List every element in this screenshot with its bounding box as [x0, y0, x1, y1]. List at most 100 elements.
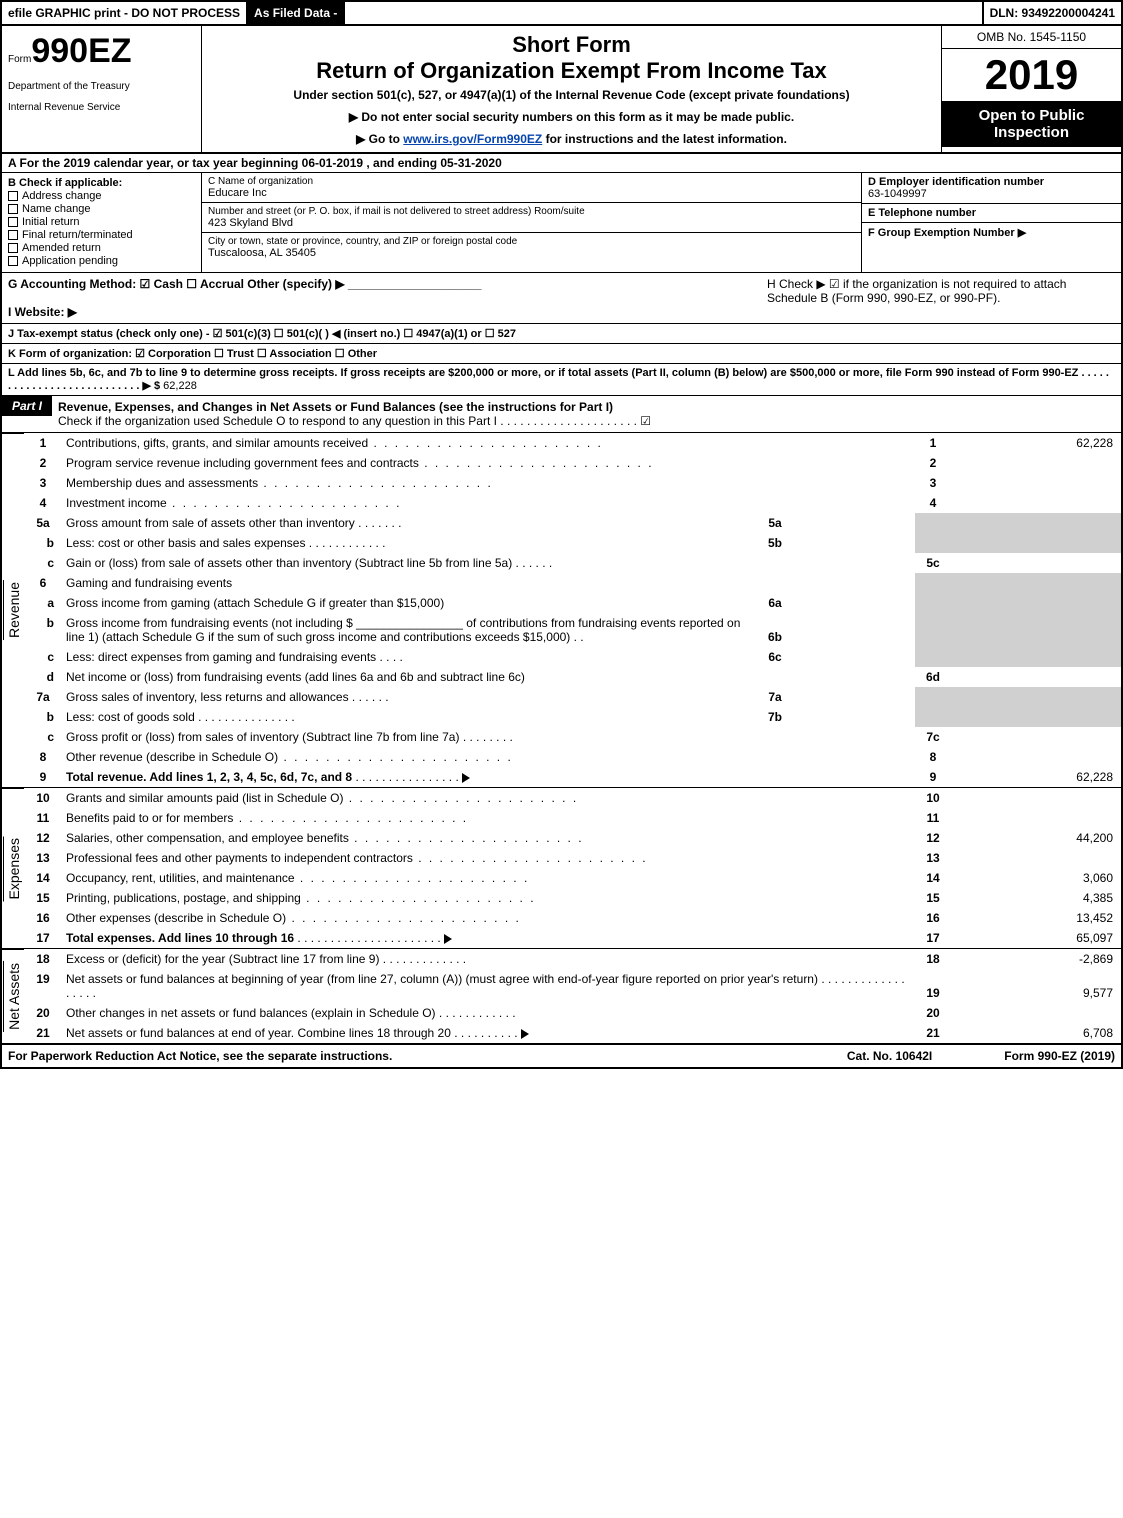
line-6-rshade [915, 573, 951, 593]
line-13-desc: Professional fees and other payments to … [66, 851, 413, 865]
part1-check: Check if the organization used Schedule … [58, 414, 651, 428]
line-13-val [951, 848, 1121, 868]
line-5a-rshade [915, 513, 951, 533]
check-initial[interactable]: Initial return [8, 216, 195, 228]
efile-notice: efile GRAPHIC print - DO NOT PROCESS [2, 2, 248, 24]
open-inspection: Open to Public Inspection [942, 101, 1121, 147]
line-11-val [951, 808, 1121, 828]
line-13-r: 13 [915, 848, 951, 868]
line-20-desc: Other changes in net assets or fund bala… [66, 1006, 436, 1020]
phone-cell: E Telephone number [862, 204, 1121, 223]
line-7b: b Less: cost of goods sold . . . . . . .… [24, 707, 1121, 727]
line-6d-desc: Net income or (loss) from fundraising ev… [66, 670, 525, 684]
line-6b-mb: 6b [755, 613, 795, 647]
line-17-num: 17 [24, 928, 62, 948]
section-c: C Name of organization Educare Inc Numbe… [202, 173, 861, 272]
irs-link[interactable]: www.irs.gov/Form990EZ [403, 132, 542, 146]
dln-number: DLN: 93492200004241 [982, 2, 1121, 24]
line-16-val: 13,452 [951, 908, 1121, 928]
ein-value: 63-1049997 [868, 188, 1115, 200]
line-5b-mbval [795, 533, 915, 553]
line-21: 21 Net assets or fund balances at end of… [24, 1023, 1121, 1043]
line-14-num: 14 [24, 868, 62, 888]
line-4: 4 Investment income 4 [24, 493, 1121, 513]
l-gross-receipts: L Add lines 5b, 6c, and 7b to line 9 to … [2, 364, 1121, 396]
line-7a-mbval [795, 687, 915, 707]
group-cell: F Group Exemption Number ▶ [862, 223, 1121, 242]
line-2-desc: Program service revenue including govern… [66, 456, 419, 470]
line-5b-mb: 5b [755, 533, 795, 553]
line-10-r: 10 [915, 788, 951, 808]
line-7a-num: 7a [24, 687, 62, 707]
page-footer: For Paperwork Reduction Act Notice, see … [2, 1043, 1121, 1067]
line-6b-rshade [915, 613, 951, 647]
line-7b-desc: Less: cost of goods sold [66, 710, 195, 724]
goto-pre: ▶ Go to [356, 132, 403, 146]
line-15-r: 15 [915, 888, 951, 908]
line-8-val [951, 747, 1121, 767]
line-6c: c Less: direct expenses from gaming and … [24, 647, 1121, 667]
line-5b-num: b [24, 533, 62, 553]
line-21-r: 21 [915, 1023, 951, 1043]
city-label: City or town, state or province, country… [208, 236, 855, 247]
k-form-org: K Form of organization: ☑ Corporation ☐ … [2, 344, 1121, 364]
line-9-desc: Total revenue. Add lines 1, 2, 3, 4, 5c,… [66, 770, 352, 784]
line-14-val: 3,060 [951, 868, 1121, 888]
check-amended[interactable]: Amended return [8, 242, 195, 254]
line-6b: b Gross income from fundraising events (… [24, 613, 1121, 647]
line-21-num: 21 [24, 1023, 62, 1043]
check-pending-label: Application pending [22, 255, 118, 267]
check-pending[interactable]: Application pending [8, 255, 195, 267]
check-final[interactable]: Final return/terminated [8, 229, 195, 241]
line-12: 12 Salaries, other compensation, and emp… [24, 828, 1121, 848]
line-11: 11 Benefits paid to or for members 11 [24, 808, 1121, 828]
line-15-val: 4,385 [951, 888, 1121, 908]
arrow-icon [521, 1029, 529, 1039]
line-6c-vshade [951, 647, 1121, 667]
i-website: I Website: ▶ [8, 305, 755, 319]
c-label: C Name of organization [208, 176, 855, 187]
line-1-desc: Contributions, gifts, grants, and simila… [66, 436, 368, 450]
check-name-label: Name change [22, 203, 91, 215]
line-9-r: 9 [915, 767, 951, 787]
line-13: 13 Professional fees and other payments … [24, 848, 1121, 868]
line-4-r: 4 [915, 493, 951, 513]
line-5a-mb: 5a [755, 513, 795, 533]
line-5c-val [951, 553, 1121, 573]
line-5b: b Less: cost or other basis and sales ex… [24, 533, 1121, 553]
line-9-val: 62,228 [951, 767, 1121, 787]
footer-left: For Paperwork Reduction Act Notice, see … [2, 1045, 841, 1067]
line-5c-num: c [24, 553, 62, 573]
line-19: 19 Net assets or fund balances at beginn… [24, 969, 1121, 1003]
line-7b-vshade [951, 707, 1121, 727]
line-19-val: 9,577 [951, 969, 1121, 1003]
check-address[interactable]: Address change [8, 190, 195, 202]
line-5a-vshade [951, 513, 1121, 533]
line-11-num: 11 [24, 808, 62, 828]
city-cell: City or town, state or province, country… [202, 233, 861, 262]
street-label: Number and street (or P. O. box, if mail… [208, 206, 855, 217]
line-17-val: 65,097 [951, 928, 1121, 948]
l-value: 62,228 [163, 380, 197, 392]
line-19-desc: Net assets or fund balances at beginning… [66, 972, 818, 986]
netassets-table: 18 Excess or (deficit) for the year (Sub… [24, 949, 1121, 1043]
line-14: 14 Occupancy, rent, utilities, and maint… [24, 868, 1121, 888]
line-6-vshade [951, 573, 1121, 593]
as-filed-label: As Filed Data - [248, 2, 345, 24]
section-a: A For the 2019 calendar year, or tax yea… [2, 154, 1121, 173]
revenue-section: Revenue 1 Contributions, gifts, grants, … [2, 433, 1121, 787]
line-7c-desc: Gross profit or (loss) from sales of inv… [66, 730, 459, 744]
line-18: 18 Excess or (deficit) for the year (Sub… [24, 949, 1121, 969]
check-name[interactable]: Name change [8, 203, 195, 215]
line-5b-rshade [915, 533, 951, 553]
line-18-val: -2,869 [951, 949, 1121, 969]
line-5c-desc: Gain or (loss) from sale of assets other… [66, 556, 512, 570]
org-name-cell: C Name of organization Educare Inc [202, 173, 861, 203]
tax-year: 2019 [942, 49, 1121, 101]
title-cell: Short Form Return of Organization Exempt… [202, 26, 941, 152]
line-6a-vshade [951, 593, 1121, 613]
line-4-desc: Investment income [66, 496, 167, 510]
expenses-vlabel-wrap: Expenses [2, 788, 24, 948]
line-2-num: 2 [24, 453, 62, 473]
line-6d-val [951, 667, 1121, 687]
